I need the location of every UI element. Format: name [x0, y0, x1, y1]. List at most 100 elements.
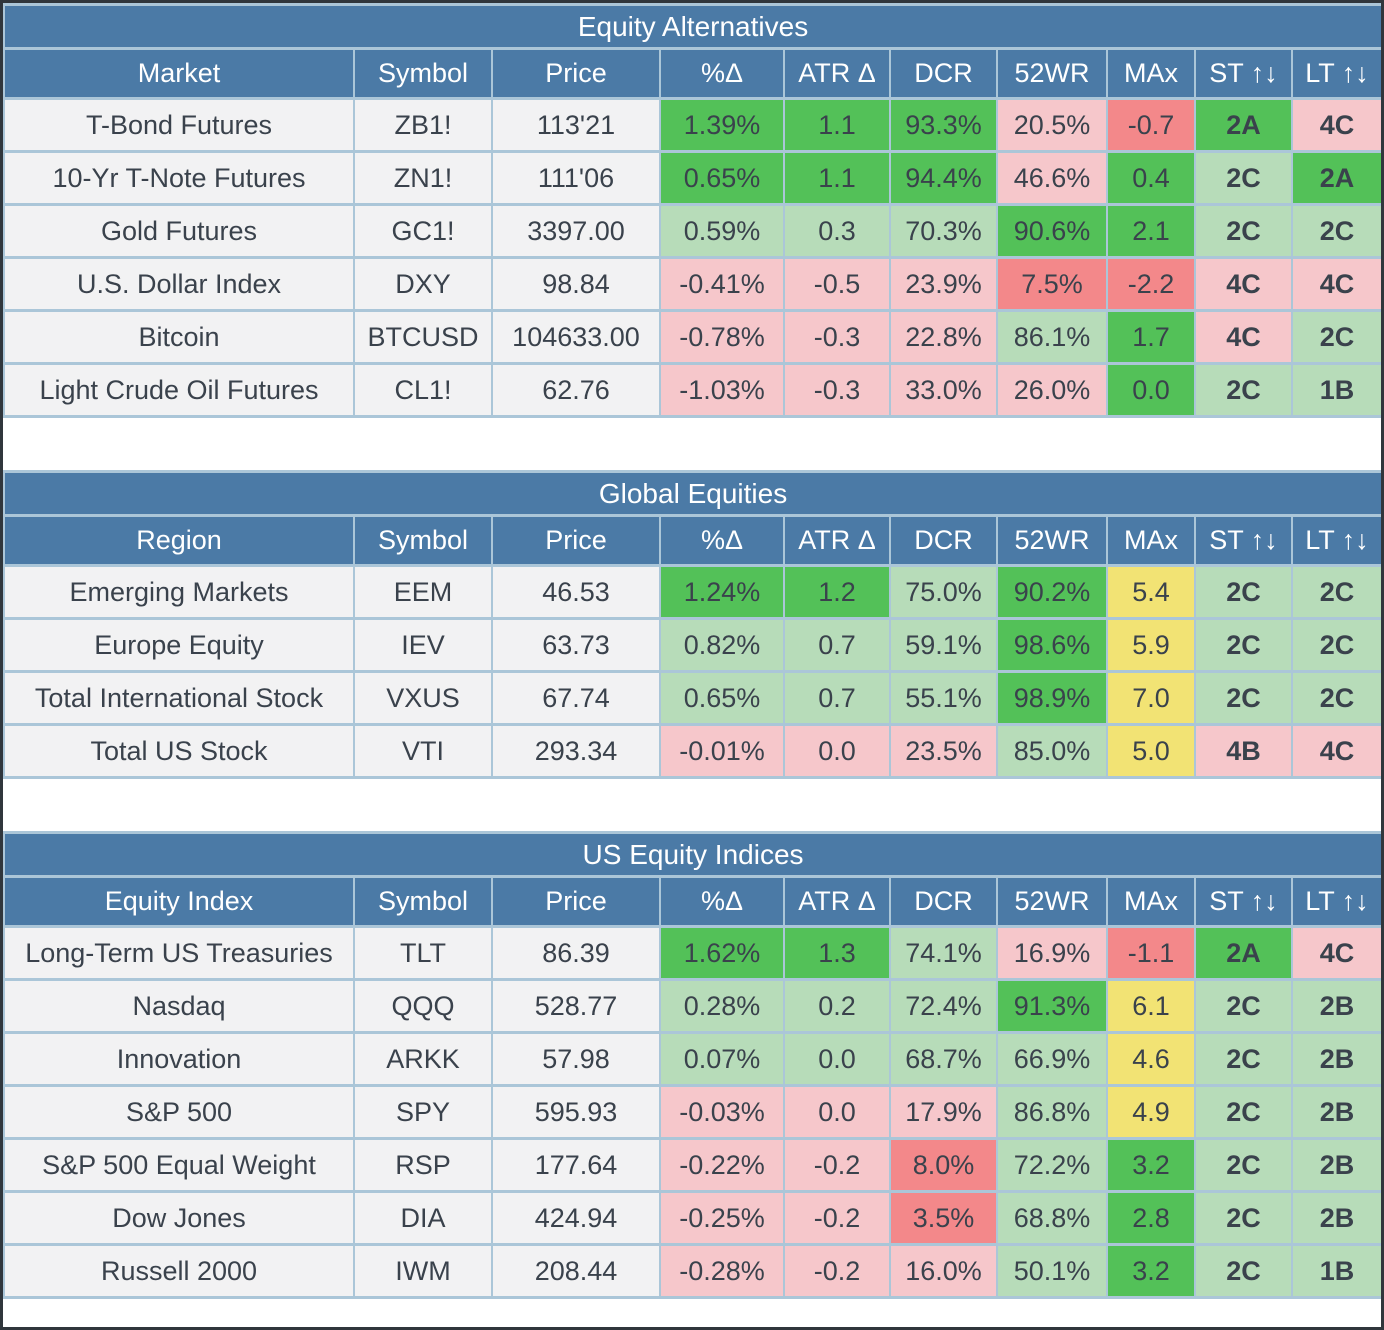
- column-header-row: Region Symbol Price %Δ ATR Δ DCR 52WR MA…: [3, 514, 1381, 567]
- symbol-cell: DXY: [353, 256, 493, 312]
- column-header-symbol: Symbol: [353, 514, 493, 567]
- dcr-cell: 59.1%: [889, 617, 998, 673]
- price-cell: 86.39: [491, 925, 661, 981]
- 52wr-cell: 26.0%: [996, 362, 1108, 418]
- lt-rating-cell: 1B: [1290, 362, 1381, 418]
- st-rating-cell: 2A: [1194, 97, 1293, 153]
- row-label-cell: Russell 2000: [3, 1243, 355, 1299]
- pct-change-cell: -0.22%: [659, 1137, 785, 1193]
- 52wr-cell: 7.5%: [996, 256, 1108, 312]
- dcr-cell: 8.0%: [889, 1137, 998, 1193]
- symbol-cell: RSP: [353, 1137, 493, 1193]
- atr-change-cell: -0.3: [783, 362, 891, 418]
- 52wr-cell: 72.2%: [996, 1137, 1108, 1193]
- column-header-symbol: Symbol: [353, 875, 493, 928]
- atr-change-cell: -0.2: [783, 1137, 891, 1193]
- max-cell: 5.9: [1106, 617, 1196, 673]
- pct-change-cell: 0.28%: [659, 978, 785, 1034]
- st-rating-cell: 2C: [1194, 203, 1293, 259]
- row-label-cell: Europe Equity: [3, 617, 355, 673]
- column-header-lt-sort: LT ↑↓: [1290, 514, 1381, 567]
- price-cell: 3397.00: [491, 203, 661, 259]
- max-cell: 4.9: [1106, 1084, 1196, 1140]
- table-row: Nasdaq QQQ 528.77 0.28% 0.2 72.4% 91.3% 6.1 2C 2B: [3, 978, 1381, 1034]
- max-cell: -1.1: [1106, 925, 1196, 981]
- row-label-cell: Dow Jones: [3, 1190, 355, 1246]
- lt-rating-cell: 2B: [1290, 1137, 1381, 1193]
- row-label-cell: Total International Stock: [3, 670, 355, 726]
- column-header-region: Region: [3, 514, 355, 567]
- atr-change-cell: -0.5: [783, 256, 891, 312]
- price-cell: 46.53: [491, 564, 661, 620]
- row-label-cell: Innovation: [3, 1031, 355, 1087]
- 52wr-cell: 16.9%: [996, 925, 1108, 981]
- atr-change-cell: -0.3: [783, 309, 891, 365]
- max-cell: 0.4: [1106, 150, 1196, 206]
- st-rating-cell: 2C: [1194, 978, 1293, 1034]
- pct-change-cell: 1.62%: [659, 925, 785, 981]
- symbol-cell: EEM: [353, 564, 493, 620]
- row-label-cell: T-Bond Futures: [3, 97, 355, 153]
- atr-change-cell: 0.7: [783, 617, 891, 673]
- column-header-dcr: DCR: [889, 514, 998, 567]
- column-header-atr-change: ATR Δ: [783, 47, 891, 100]
- row-label-cell: Emerging Markets: [3, 564, 355, 620]
- pct-change-cell: 0.82%: [659, 617, 785, 673]
- table-row: Light Crude Oil Futures CL1! 62.76 -1.03% -0…: [3, 362, 1381, 418]
- atr-change-cell: -0.2: [783, 1190, 891, 1246]
- pct-change-cell: -0.25%: [659, 1190, 785, 1246]
- column-header-52wr: 52WR: [996, 875, 1108, 928]
- table-row: T-Bond Futures ZB1! 113'21 1.39% 1.1 93.3% 20.…: [3, 97, 1381, 153]
- table-row: Innovation ARKK 57.98 0.07% 0.0 68.7% 66.9% 4.6…: [3, 1031, 1381, 1087]
- column-header-max: MAx: [1106, 514, 1196, 567]
- lt-rating-cell: 4C: [1290, 97, 1381, 153]
- atr-change-cell: 0.2: [783, 978, 891, 1034]
- 52wr-cell: 20.5%: [996, 97, 1108, 153]
- atr-change-cell: 0.3: [783, 203, 891, 259]
- pct-change-cell: -0.03%: [659, 1084, 785, 1140]
- symbol-cell: GC1!: [353, 203, 493, 259]
- st-rating-cell: 4C: [1194, 309, 1293, 365]
- row-label-cell: S&P 500 Equal Weight: [3, 1137, 355, 1193]
- column-header-st-sort: ST ↑↓: [1194, 47, 1293, 100]
- st-rating-cell: 2C: [1194, 617, 1293, 673]
- column-header-market: Market: [3, 47, 355, 100]
- atr-change-cell: 0.0: [783, 1084, 891, 1140]
- row-label-cell: Nasdaq: [3, 978, 355, 1034]
- max-cell: 3.2: [1106, 1243, 1196, 1299]
- price-cell: 208.44: [491, 1243, 661, 1299]
- pct-change-cell: -1.03%: [659, 362, 785, 418]
- st-rating-cell: 2C: [1194, 1190, 1293, 1246]
- 52wr-cell: 68.8%: [996, 1190, 1108, 1246]
- table-row: U.S. Dollar Index DXY 98.84 -0.41% -0.5 23.9%…: [3, 256, 1381, 312]
- lt-rating-cell: 2C: [1290, 203, 1381, 259]
- pct-change-cell: -0.78%: [659, 309, 785, 365]
- lt-rating-cell: 4C: [1290, 723, 1381, 779]
- dcr-cell: 23.5%: [889, 723, 998, 779]
- column-header-st-sort: ST ↑↓: [1194, 875, 1293, 928]
- symbol-cell: IEV: [353, 617, 493, 673]
- table-row: Total International Stock VXUS 67.74 0.65% 0…: [3, 670, 1381, 726]
- dcr-cell: 23.9%: [889, 256, 998, 312]
- st-rating-cell: 2C: [1194, 1031, 1293, 1087]
- row-label-cell: Gold Futures: [3, 203, 355, 259]
- column-header-max: MAx: [1106, 47, 1196, 100]
- atr-change-cell: -0.2: [783, 1243, 891, 1299]
- symbol-cell: ARKK: [353, 1031, 493, 1087]
- price-cell: 104633.00: [491, 309, 661, 365]
- dcr-cell: 17.9%: [889, 1084, 998, 1140]
- symbol-cell: ZB1!: [353, 97, 493, 153]
- row-label-cell: U.S. Dollar Index: [3, 256, 355, 312]
- 52wr-cell: 50.1%: [996, 1243, 1108, 1299]
- symbol-cell: VXUS: [353, 670, 493, 726]
- price-cell: 111'06: [491, 150, 661, 206]
- table-row: Dow Jones DIA 424.94 -0.25% -0.2 3.5% 68.8% 2.8…: [3, 1190, 1381, 1246]
- dcr-cell: 68.7%: [889, 1031, 998, 1087]
- atr-change-cell: 0.0: [783, 1031, 891, 1087]
- column-header-price: Price: [491, 514, 661, 567]
- max-cell: 2.1: [1106, 203, 1196, 259]
- 52wr-cell: 90.6%: [996, 203, 1108, 259]
- lt-rating-cell: 2B: [1290, 1190, 1381, 1246]
- st-rating-cell: 2C: [1194, 564, 1293, 620]
